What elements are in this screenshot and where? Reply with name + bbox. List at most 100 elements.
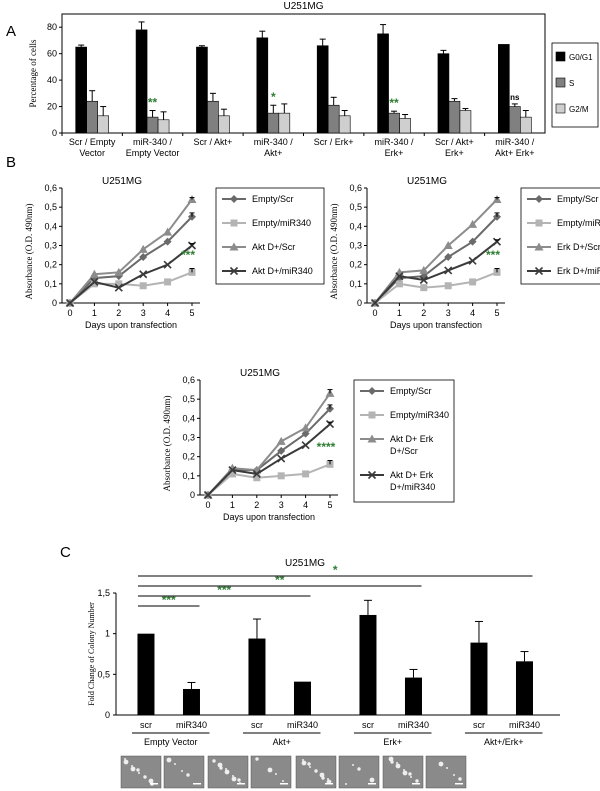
series-line xyxy=(207,463,331,496)
x-tick-label: 0 xyxy=(372,308,377,318)
micrograph-image xyxy=(425,755,467,789)
legend-swatch xyxy=(555,51,566,62)
legend-label: D+/Scr xyxy=(390,446,418,456)
x-tick-label: 5 xyxy=(189,308,194,318)
data-point xyxy=(444,253,453,261)
legend-label: S xyxy=(569,79,574,88)
y-tick-label: 0 xyxy=(52,298,57,308)
panel-label-b: B xyxy=(6,154,16,171)
micrograph-image xyxy=(338,755,380,789)
significance-label: ns xyxy=(510,93,520,102)
y-tick-label: 0,3 xyxy=(182,433,195,443)
scale-bar xyxy=(237,783,245,785)
x-tick-label: 3 xyxy=(446,308,451,318)
legend-label: Empty/Scr xyxy=(390,386,432,396)
legend-label: D+/miR340 xyxy=(390,482,435,492)
colony-dot xyxy=(124,758,126,760)
legend-label: Akt D+/miR340 xyxy=(252,266,313,276)
data-point xyxy=(444,282,452,290)
data-point xyxy=(444,266,453,275)
colony-dot xyxy=(255,757,259,761)
colony-dot xyxy=(458,777,462,781)
colony-dot xyxy=(395,763,401,769)
significance-label: *** xyxy=(181,248,195,262)
colony-dot xyxy=(302,759,304,761)
data-point xyxy=(420,284,428,292)
chart-title: U251MG xyxy=(240,368,280,379)
bar-g2-m xyxy=(97,115,109,134)
scale-bar xyxy=(368,783,376,785)
x-tick-label: 3 xyxy=(141,308,146,318)
data-point xyxy=(468,219,478,228)
panel-a-cell-cycle-chart: U251MG 0 20 40 60 80 Percentage of cells Scr / … xyxy=(28,1,599,158)
category-label: miR340 xyxy=(176,720,207,730)
data-point xyxy=(302,470,310,478)
significance-label: * xyxy=(271,90,276,104)
data-point xyxy=(301,423,311,432)
data-point xyxy=(139,270,148,279)
bar-s xyxy=(327,104,340,134)
colony-bar xyxy=(515,661,533,715)
bar-g2-m xyxy=(459,110,472,134)
group-label: Erk+ xyxy=(383,737,402,747)
y-tick-label: 0,4 xyxy=(349,221,362,231)
group-label: Akt+/Erk+ xyxy=(484,737,524,747)
bar-s xyxy=(448,100,461,134)
bar-g0-g1 xyxy=(498,44,510,134)
colony-dot xyxy=(309,766,311,768)
colony-dot xyxy=(136,768,140,772)
legend-box xyxy=(215,187,325,285)
y-axis-label: Absorbance (O.D. 490nm) xyxy=(24,204,34,300)
scale-bar xyxy=(325,783,333,785)
y-tick-label: 0 xyxy=(357,298,362,308)
legend-label: Akt D+ Erk xyxy=(390,470,434,480)
colony-dot xyxy=(237,778,241,782)
category-label: Erk+ xyxy=(445,148,464,158)
bar-g0-g1 xyxy=(256,37,269,134)
legend-box xyxy=(353,379,455,503)
data-point xyxy=(138,244,148,253)
y-tick-label: 0,5 xyxy=(182,394,195,404)
y-tick-label: 0,1 xyxy=(44,279,57,289)
category-label: miR-340 / xyxy=(495,137,535,147)
category-label: Akt+ Erk+ xyxy=(495,148,535,158)
colony-bar xyxy=(248,638,266,715)
scale-bar xyxy=(280,783,288,785)
significance-label: * xyxy=(333,563,338,577)
significance-label: *** xyxy=(162,593,176,607)
category-label: scr xyxy=(362,720,374,730)
colony-dot xyxy=(402,770,408,776)
y-tick-label: 0,3 xyxy=(349,241,362,251)
chart-title: U251MG xyxy=(102,176,142,187)
category-label: miR340 xyxy=(398,720,429,730)
colony-dot xyxy=(275,773,277,775)
data-point xyxy=(276,436,286,445)
y-axis-label: Percentage of cells xyxy=(28,39,38,107)
significance-label: ** xyxy=(275,573,285,587)
data-point xyxy=(253,474,261,482)
x-tick-label: 1 xyxy=(230,500,235,510)
legend-swatch xyxy=(555,77,566,88)
legend-marker xyxy=(534,242,544,251)
x-tick-label: 4 xyxy=(470,308,475,318)
legend-marker xyxy=(535,219,543,227)
legend-box xyxy=(551,42,599,128)
legend-swatch xyxy=(555,103,566,114)
y-axis-label: Absorbance (O.D. 490nm) xyxy=(162,396,172,492)
legend-label: Akt D+/Scr xyxy=(252,242,295,252)
y-tick-label: 0,6 xyxy=(349,183,362,193)
x-tick-label: 3 xyxy=(279,500,284,510)
panel-label-a: A xyxy=(6,23,16,40)
category-label: Scr / Empty xyxy=(69,137,116,147)
colony-dot xyxy=(327,778,329,780)
legend-label: Empty/Scr xyxy=(557,194,599,204)
bar-g2-m xyxy=(338,115,351,134)
x-tick-label: 0 xyxy=(67,308,72,318)
colony-dot xyxy=(174,763,176,765)
data-point xyxy=(301,441,310,450)
data-point xyxy=(114,267,124,276)
colony-bar xyxy=(404,677,422,715)
series-line xyxy=(207,392,331,496)
series-line xyxy=(69,271,193,304)
colony-dot xyxy=(217,762,223,768)
